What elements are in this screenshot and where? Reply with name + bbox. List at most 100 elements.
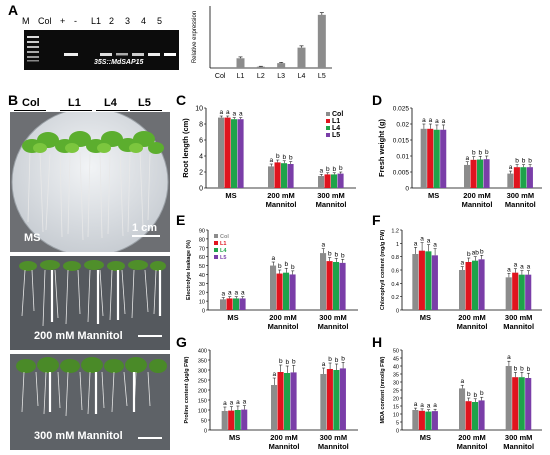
scale-bar-label: 1 cm (132, 222, 158, 234)
panel-label-e: E (176, 212, 186, 228)
significance-letter: b (472, 150, 476, 157)
panel-label-f: F (372, 212, 381, 228)
photo-line-underline (60, 110, 92, 111)
legend-swatch (326, 133, 330, 137)
chart-h: 0 5 10 15 20 25 30 35 40 45 50 MDA content (nmol/g … (380, 349, 542, 451)
y-tick-label: 0.01 (396, 154, 409, 161)
legend-swatch (214, 248, 218, 252)
y-tick-label: 10 (393, 413, 399, 419)
significance-letter: a (230, 400, 234, 407)
bar (284, 373, 291, 430)
significance-letter: b (341, 355, 345, 362)
significance-letter: b (289, 155, 293, 162)
significance-letter: b (339, 165, 343, 172)
x-tick-label: Col (215, 73, 226, 80)
bar (512, 377, 519, 430)
bar (412, 410, 419, 430)
x-tick-label: L1 (237, 73, 245, 80)
chart-g: 0 50 100 150 200 250 300 350 400 Proline content … (184, 349, 358, 451)
bar (289, 274, 296, 310)
significance-letter: a (219, 109, 223, 116)
bar (425, 411, 432, 430)
photo-line-underline (14, 110, 46, 111)
legend-swatch (326, 119, 330, 123)
x-tick-label: MS (420, 433, 431, 442)
y-tick-label: 200 (198, 389, 207, 395)
bar (505, 366, 512, 430)
x-tick-label: 200 mM (463, 191, 491, 200)
bar (276, 273, 283, 310)
y-tick-label: 350 (198, 359, 207, 365)
significance-letter: b (278, 263, 282, 270)
significance-letter: b (480, 390, 484, 397)
significance-letter: a (241, 290, 245, 297)
bar (418, 250, 425, 310)
bar (277, 63, 286, 68)
bar (518, 377, 525, 430)
photo-200mm: 200 mM Mannitol (10, 256, 170, 350)
significance-letter: a (234, 290, 238, 297)
significance-letter: a (322, 361, 326, 368)
bar (520, 167, 527, 188)
bar (326, 369, 333, 430)
significance-letter: a (507, 266, 511, 273)
x-tick-label: Mannitol (269, 442, 300, 451)
bar (525, 274, 532, 310)
legend-label: L5 (332, 132, 340, 139)
significance-letter: b (282, 154, 286, 161)
x-tick-label: Mannitol (462, 200, 493, 209)
condition-label-ms: MS (24, 232, 41, 244)
y-tick-label: 50 (201, 419, 207, 425)
significance-letter: a (442, 118, 446, 125)
x-tick-label: Mannitol (318, 442, 349, 451)
y-tick-label: 60 (199, 255, 205, 261)
significance-letter: a (221, 291, 225, 298)
y-tick-label: 40 (199, 273, 205, 279)
significance-letter: a (465, 155, 469, 162)
significance-letter: b (341, 252, 345, 259)
y-tick-label: 20 (393, 397, 399, 403)
y-tick-label: 250 (198, 379, 207, 385)
significance-letter: b (326, 166, 330, 173)
bar (420, 128, 427, 188)
y-tick-label: 1 (396, 242, 399, 248)
legend-label: L4 (332, 125, 340, 132)
y-tick-label: 0 (405, 186, 409, 193)
panel-label-c: C (176, 92, 187, 108)
bar (418, 410, 425, 430)
bar (465, 401, 472, 430)
y-tick-label: 40 (393, 365, 399, 371)
bar (512, 272, 519, 310)
bar (333, 370, 340, 430)
legend-label: L5 (220, 255, 226, 261)
y-tick-label: 6 (199, 138, 203, 145)
x-tick-label: 300 mM (507, 191, 535, 200)
x-tick-label: L5 (318, 73, 326, 80)
x-tick-label: Mannitol (457, 442, 488, 451)
bar (472, 260, 479, 310)
x-tick-label: Mannitol (457, 322, 488, 331)
y-tick-label: 15 (393, 405, 399, 411)
significance-letter: ab (472, 250, 480, 257)
bar (241, 409, 248, 430)
bar (433, 129, 440, 188)
y-tick-label: 50 (199, 264, 205, 270)
y-axis-label: Proline content (μg/g FW) (184, 356, 190, 423)
gel-lane-label: 3 (125, 16, 131, 26)
significance-letter: a (527, 264, 531, 271)
bar (287, 164, 294, 188)
bar (526, 167, 533, 188)
bar (324, 174, 331, 188)
bar (236, 58, 245, 68)
y-tick-label: 8 (199, 122, 203, 129)
chart-f: 0 0.2 0.4 0.6 0.8 1 1.2 Chlorophyll content (mg… (380, 229, 542, 331)
significance-letter: b (276, 153, 280, 160)
significance-letter: b (514, 365, 518, 372)
significance-letter: a (460, 260, 464, 267)
y-tick-label: 50 (393, 349, 399, 355)
bar (239, 298, 246, 310)
x-tick-label: Mannitol (503, 442, 534, 451)
significance-letter: b (485, 149, 489, 156)
